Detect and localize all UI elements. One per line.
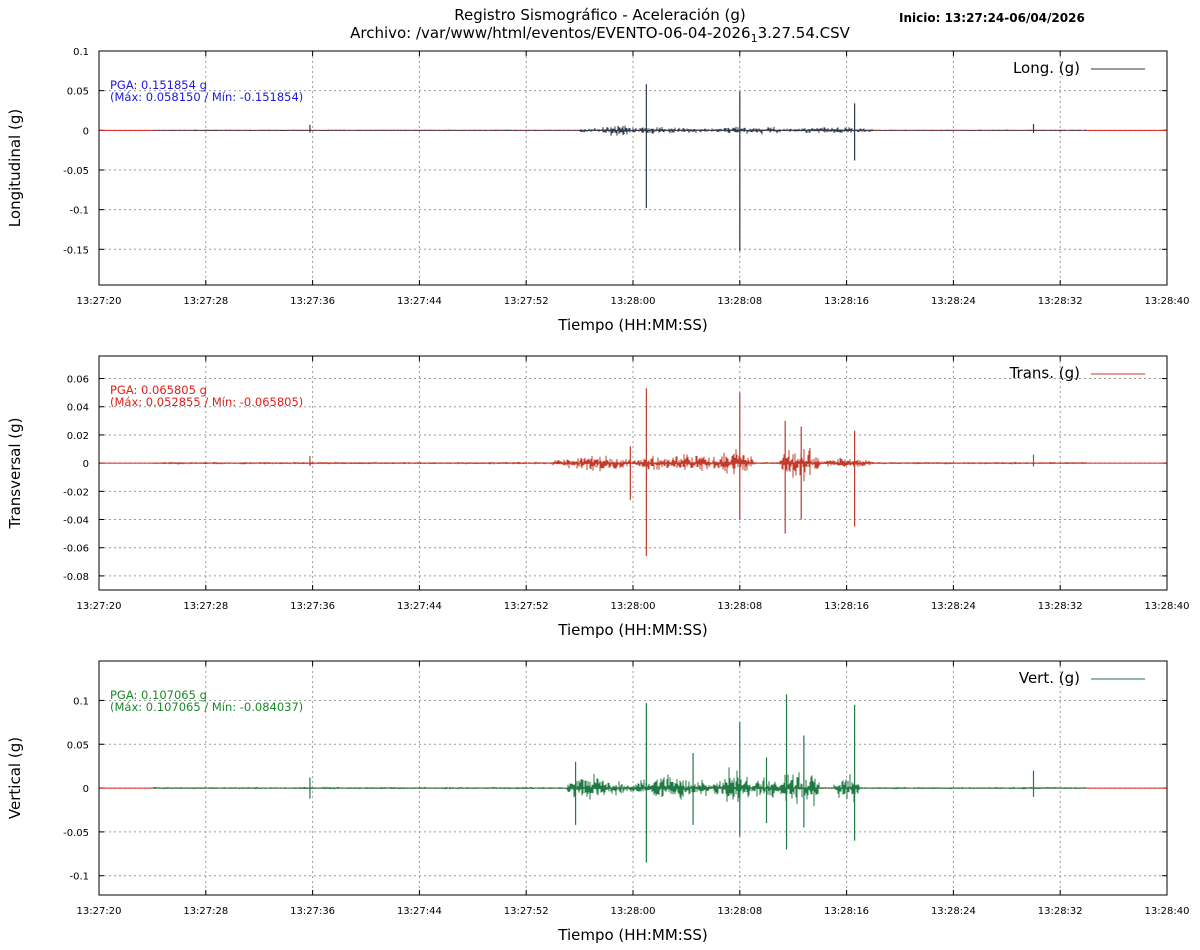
chart-panel-0: 13:27:20 13:27:28 13:27:36 13:27:44 13:27:52… (6, 47, 1189, 334)
x-tick-label: 13:28:32 (1038, 601, 1083, 612)
y-tick-label: 0.1 (73, 696, 89, 707)
max-min-label: (Máx: 0.052855 / Mín: -0.065805) (110, 395, 303, 409)
x-tick-label: 13:28:16 (824, 296, 869, 307)
waveform-trace (152, 125, 1087, 136)
file-name-sub: 1 (750, 32, 758, 45)
x-tick-label: 13:28:32 (1038, 296, 1083, 307)
y-tick-label: -0.15 (63, 245, 89, 256)
chart-title: Registro Sismográfico - Aceleración (g) (454, 6, 746, 24)
pga-label: PGA: 0.151854 g (110, 78, 207, 92)
file-name-prefix: Archivo: /var/www/html/eventos/EVENTO-06… (350, 24, 751, 42)
x-tick-label: 13:28:24 (931, 906, 976, 917)
y-tick-label: -0.02 (63, 487, 89, 498)
file-name: Archivo: /var/www/html/eventos/EVENTO-06… (0, 24, 1200, 45)
max-min-label: (Máx: 0.107065 / Mín: -0.084037) (110, 700, 303, 714)
x-tick-label: 13:28:40 (1145, 906, 1190, 917)
x-tick-label: 13:28:40 (1145, 296, 1190, 307)
x-tick-label: 13:28:40 (1145, 601, 1190, 612)
y-tick-label: 0.05 (67, 740, 89, 751)
waveform-trace (152, 448, 1087, 482)
x-tick-label: 13:27:52 (504, 906, 549, 917)
start-time-label: Inicio: 13:27:24-06/04/2026 (899, 11, 1085, 25)
x-axis-label: Tiempo (HH:MM:SS) (557, 621, 707, 639)
y-tick-label: 0.02 (67, 431, 89, 442)
x-tick-label: 13:28:32 (1038, 906, 1083, 917)
x-tick-label: 13:27:36 (290, 601, 335, 612)
y-tick-label: -0.04 (63, 516, 89, 527)
file-name-suffix: 3.27.54.CSV (757, 24, 850, 42)
legend-label: Trans. (g) (1009, 364, 1080, 382)
y-tick-label: -0.05 (63, 828, 89, 839)
x-tick-label: 13:27:28 (183, 601, 228, 612)
x-axis-label: Tiempo (HH:MM:SS) (557, 316, 707, 334)
waveform-trace (152, 767, 1087, 807)
x-tick-label: 13:27:28 (183, 906, 228, 917)
x-axis-label: Tiempo (HH:MM:SS) (557, 926, 707, 944)
x-tick-label: 13:28:00 (611, 601, 656, 612)
x-tick-label: 13:27:36 (290, 296, 335, 307)
x-tick-label: 13:27:44 (397, 906, 442, 917)
y-tick-label: -0.05 (63, 166, 89, 177)
y-tick-label: -0.1 (69, 206, 89, 217)
x-tick-label: 13:28:00 (611, 906, 656, 917)
x-tick-label: 13:28:24 (931, 296, 976, 307)
chart-panel-1: 13:27:20 13:27:28 13:27:36 13:27:44 13:27:52… (6, 355, 1190, 639)
y-tick-label: 0.1 (73, 47, 89, 58)
x-tick-label: 13:28:08 (717, 906, 762, 917)
x-tick-label: 13:28:16 (824, 601, 869, 612)
y-tick-label: 0 (83, 784, 89, 795)
y-tick-label: 0.06 (67, 375, 89, 386)
legend-label: Long. (g) (1013, 59, 1080, 77)
y-tick-label: -0.08 (63, 572, 89, 583)
y-tick-label: 0 (83, 126, 89, 137)
legend-label: Vert. (g) (1019, 669, 1080, 687)
chart-panel-2: 13:27:20 13:27:28 13:27:36 13:27:44 13:27:52… (6, 660, 1190, 944)
x-tick-label: 13:27:52 (504, 296, 549, 307)
x-tick-label: 13:27:20 (77, 906, 122, 917)
plot-frame (98, 50, 1168, 286)
y-axis-label: Longitudinal (g) (6, 109, 24, 227)
pga-label: PGA: 0.107065 g (110, 688, 207, 702)
y-axis-label: Vertical (g) (6, 737, 24, 819)
plot-frame (98, 660, 1168, 896)
plot-frame (98, 355, 1168, 591)
max-min-label: (Máx: 0.058150 / Mín: -0.151854) (110, 90, 303, 104)
x-tick-label: 13:27:44 (397, 296, 442, 307)
x-tick-label: 13:27:20 (77, 296, 122, 307)
x-tick-label: 13:28:00 (611, 296, 656, 307)
x-tick-label: 13:27:28 (183, 296, 228, 307)
y-tick-label: 0 (83, 459, 89, 470)
y-tick-label: 0.04 (67, 403, 89, 414)
x-tick-label: 13:28:08 (717, 296, 762, 307)
x-tick-label: 13:28:24 (931, 601, 976, 612)
x-tick-label: 13:28:08 (717, 601, 762, 612)
x-tick-label: 13:28:16 (824, 906, 869, 917)
y-axis-label: Transversal (g) (6, 417, 24, 529)
y-tick-label: 0.05 (67, 87, 89, 98)
x-tick-label: 13:27:52 (504, 601, 549, 612)
y-tick-label: -0.1 (69, 872, 89, 883)
x-tick-label: 13:27:44 (397, 601, 442, 612)
pga-label: PGA: 0.065805 g (110, 383, 207, 397)
y-tick-label: -0.06 (63, 544, 89, 555)
x-tick-label: 13:27:36 (290, 906, 335, 917)
x-tick-label: 13:27:20 (77, 601, 122, 612)
